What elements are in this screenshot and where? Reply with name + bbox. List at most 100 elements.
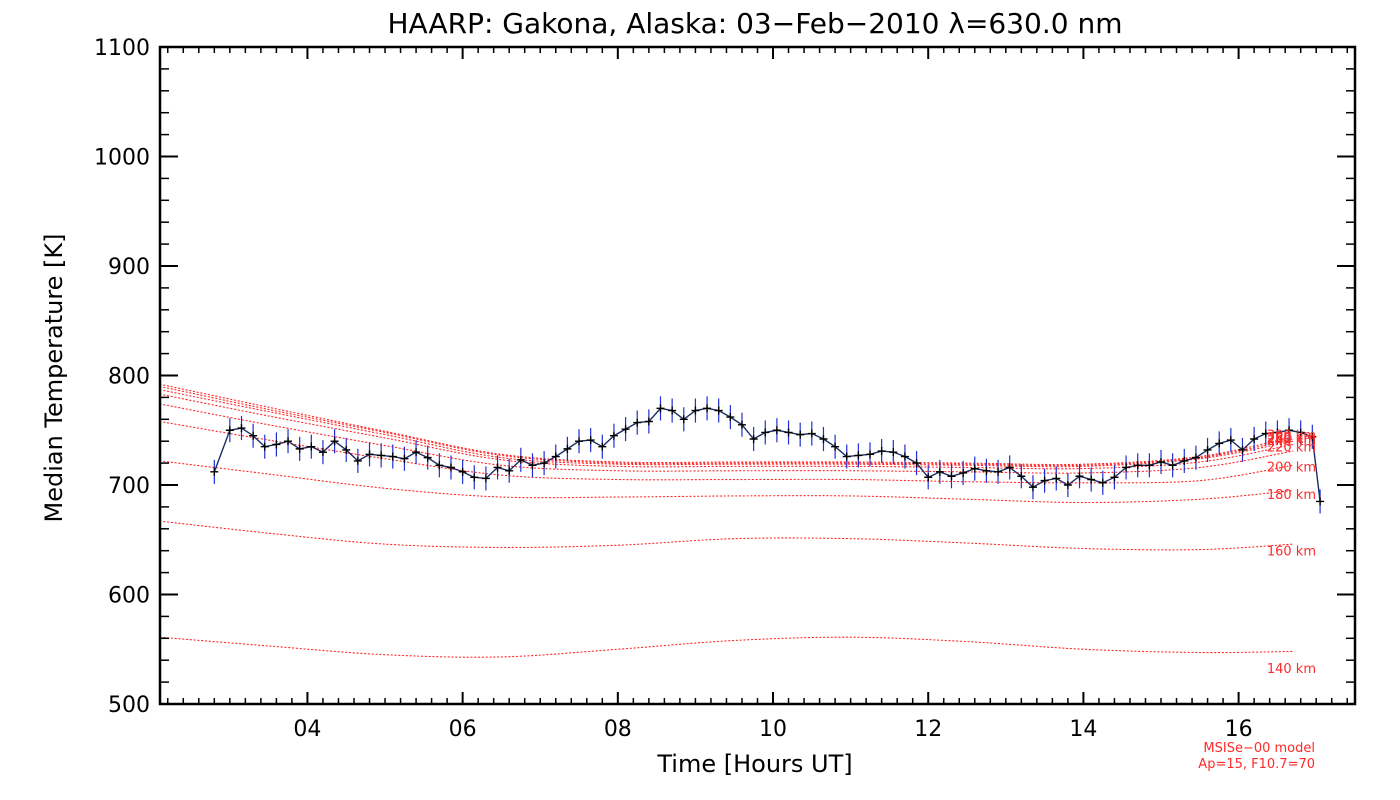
model-altitude-label: 200 km [1267,460,1316,475]
model-altitude-label: 280 km [1267,431,1316,446]
data-point [900,452,909,461]
data-point [831,442,840,451]
data-point [575,437,584,446]
data-point [633,418,642,427]
data-point [679,415,688,424]
data-point [1133,461,1142,470]
x-tick-label: 12 [914,717,942,742]
x-tick-label: 14 [1069,717,1097,742]
data-point [598,442,607,451]
model-altitude-label: 160 km [1267,545,1316,560]
model-curve [159,520,1294,551]
data-point [1308,432,1317,441]
data-point [1273,428,1282,437]
data-point [609,431,618,440]
x-tick-label: 10 [759,717,787,742]
data-point [1017,472,1026,481]
data-point [947,472,956,481]
data-point [784,428,793,437]
data-point [761,428,770,437]
x-axis-title: Time [Hours UT] [656,750,852,778]
data-point [935,467,944,476]
data-point [1238,445,1247,454]
data-point [1157,458,1166,467]
data-point [1087,475,1096,484]
data-point [924,473,933,482]
model-curve [159,420,1294,484]
model-altitude-label: 180 km [1267,488,1316,503]
data-point [668,406,677,415]
data-point [1180,456,1189,465]
model-altitude-label: 140 km [1267,662,1316,677]
y-axis-title: Median Temperature [K] [40,233,68,522]
data-point [889,448,898,457]
x-tick-label: 08 [604,717,632,742]
data-point [260,442,269,451]
data-point [307,442,316,451]
data-point [1285,426,1294,435]
data-point [249,431,258,440]
data-point [1191,453,1200,462]
data-point [796,430,805,439]
data-point [714,406,723,415]
data-point [912,459,921,468]
model-curves [159,383,1294,658]
y-tick-label: 800 [108,365,150,390]
y-tick-label: 500 [108,693,150,718]
data-point [1110,473,1119,482]
data-point [272,440,281,449]
data-point [959,468,968,477]
y-tick-label: 900 [108,255,150,280]
model-curve [159,403,1294,474]
x-tick-label: 16 [1225,717,1253,742]
data-point [749,435,758,444]
data-point [737,420,746,429]
data-point [353,456,362,465]
y-axis-title-group: Median Temperature [K] [40,233,68,522]
data-point [377,451,386,460]
data-point [505,466,514,475]
data-point [1145,461,1154,470]
data-point [1168,461,1177,470]
data-point [210,467,219,476]
model-altitude-label: 220 km [1267,441,1316,456]
data-point [1028,483,1037,492]
data-point [516,455,525,464]
data-point [342,445,351,454]
data-point [318,448,327,457]
y-tick-label: 1000 [94,146,150,171]
data-point [842,452,851,461]
data-point [1261,429,1270,438]
data-point [807,429,816,438]
data-point [1296,428,1305,437]
data-point [365,450,374,459]
model-curve [159,393,1294,470]
data-point [877,447,886,456]
data-point [1005,463,1014,472]
model-curve [159,389,1294,468]
data-point [388,452,397,461]
plot-frame [158,45,1357,706]
data-point [540,459,549,468]
data-point [656,404,665,413]
data-point [1063,481,1072,489]
data-point [586,436,595,445]
data-point [400,454,409,463]
data-point [1122,463,1131,472]
data-point [481,474,490,483]
measured-markers [210,404,1325,506]
data-point [621,425,630,434]
y-tick-label: 600 [108,584,150,609]
y-tick-label: 700 [108,474,150,499]
data-point [726,413,735,422]
data-point [703,404,712,413]
model-note-line-2: Ap=15, F10.7=70 [1198,757,1315,772]
tick-labels: 04 06 08 10 12 14 16 500 600 700 800 900 1000 1100 [94,36,1253,742]
data-point [284,437,293,446]
data-point [1316,497,1325,506]
data-point [435,461,444,470]
data-point [644,417,653,426]
model-curve [159,385,1294,467]
data-point [446,463,455,472]
